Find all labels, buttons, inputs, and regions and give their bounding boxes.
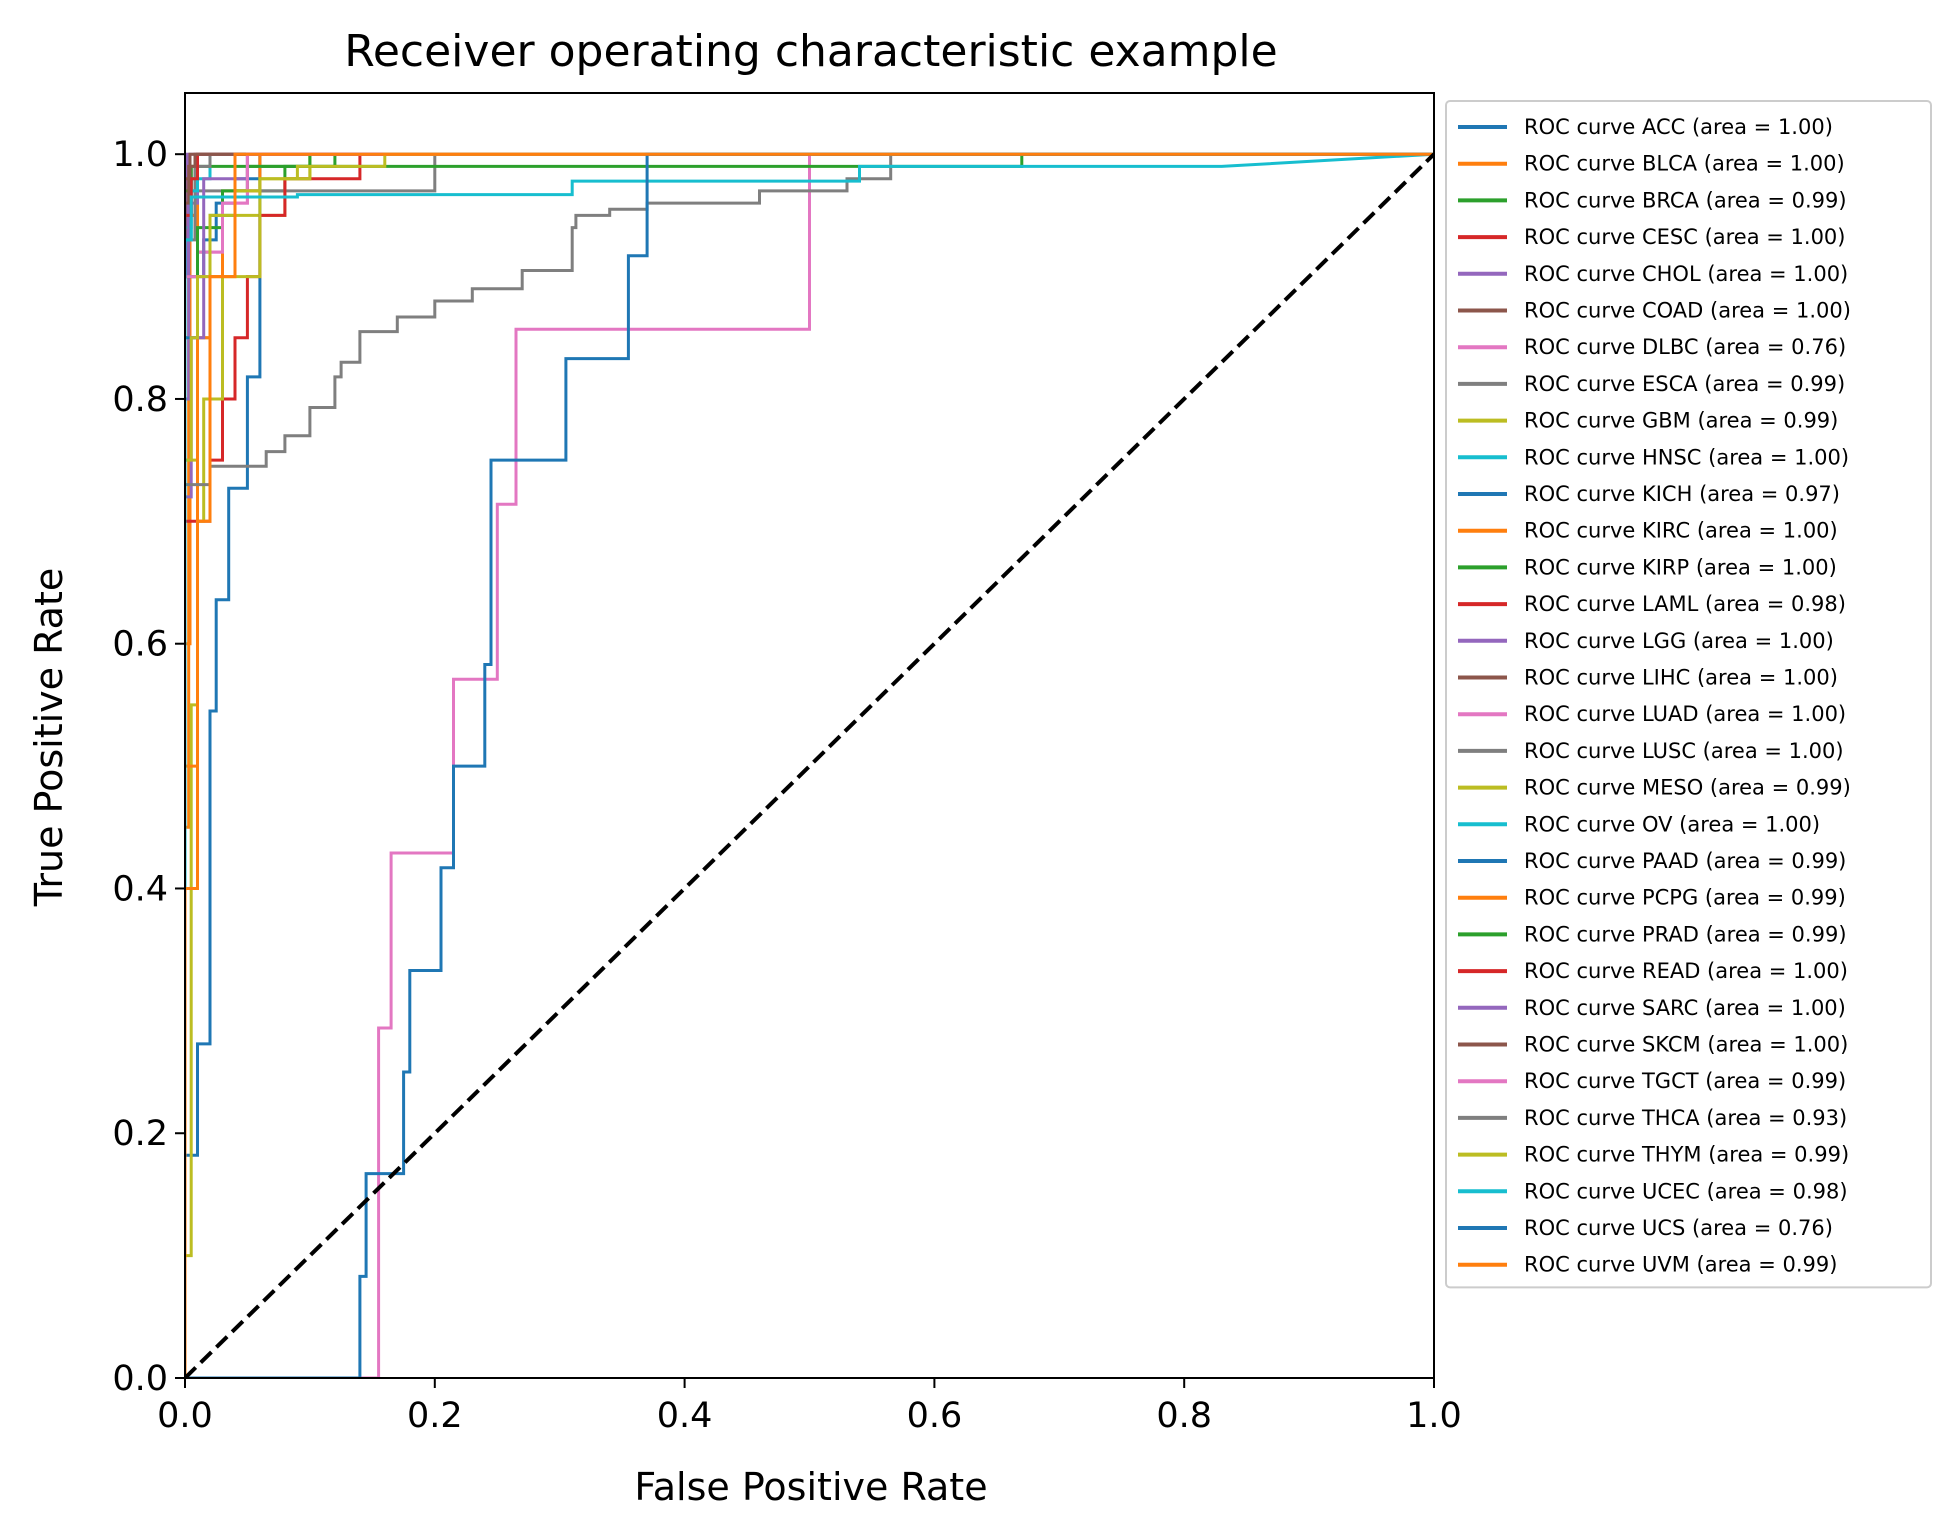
legend-label: ROC curve PAAD (area = 0.99) xyxy=(1524,849,1846,873)
x-tick-label: 0.2 xyxy=(407,1396,463,1436)
legend-label: ROC curve LUSC (area = 1.00) xyxy=(1524,739,1844,763)
legend-label: ROC curve KIRC (area = 1.00) xyxy=(1524,519,1838,543)
roc-series-group xyxy=(185,152,1434,1378)
legend-label: ROC curve BLCA (area = 1.00) xyxy=(1524,152,1845,176)
legend-label: ROC curve ACC (area = 1.00) xyxy=(1524,115,1833,139)
y-axis-label: True Positive Rate xyxy=(27,568,71,908)
legend-label: ROC curve OV (area = 1.00) xyxy=(1524,812,1820,836)
legend-label: ROC curve LGG (area = 1.00) xyxy=(1524,629,1834,653)
plot-frame xyxy=(184,92,1435,1379)
plot-lines xyxy=(185,152,1434,1378)
y-tick-label: 1.0 xyxy=(112,135,168,175)
x-tick-label: 0.4 xyxy=(657,1396,713,1436)
roc-curve-line xyxy=(185,152,1434,1378)
legend-label: ROC curve READ (area = 1.00) xyxy=(1524,959,1848,983)
roc-curve-line xyxy=(185,152,1434,1378)
legend-label: ROC curve CHOL (area = 1.00) xyxy=(1524,262,1848,286)
x-tick-label: 1.0 xyxy=(1406,1396,1462,1436)
roc-curve-line xyxy=(185,152,1434,1378)
legend-label: ROC curve PCPG (area = 0.99) xyxy=(1524,886,1846,910)
roc-curve-line xyxy=(185,152,1434,1378)
legend-label: ROC curve MESO (area = 0.99) xyxy=(1524,776,1851,800)
x-tick-label: 0.8 xyxy=(1156,1396,1212,1436)
legend-label: ROC curve COAD (area = 1.00) xyxy=(1524,299,1851,323)
legend-label: ROC curve LIHC (area = 1.00) xyxy=(1524,666,1838,690)
legend-label: ROC curve UVM (area = 0.99) xyxy=(1524,1253,1837,1277)
legend-label: ROC curve GBM (area = 0.99) xyxy=(1524,409,1838,433)
legend-label: ROC curve THYM (area = 0.99) xyxy=(1524,1143,1849,1167)
legend-label: ROC curve UCEC (area = 0.98) xyxy=(1524,1179,1848,1203)
y-tick-label: 0.8 xyxy=(112,380,168,420)
legend-label: ROC curve SKCM (area = 1.00) xyxy=(1524,1033,1848,1057)
x-tick-label: 0.6 xyxy=(907,1396,963,1436)
legend-label: ROC curve HNSC (area = 1.00) xyxy=(1524,445,1849,469)
legend-label: ROC curve CESC (area = 1.00) xyxy=(1524,225,1846,249)
legend-label: ROC curve KICH (area = 0.97) xyxy=(1524,482,1840,506)
legend-label: ROC curve LUAD (area = 1.00) xyxy=(1524,702,1846,726)
legend-label: ROC curve DLBC (area = 0.76) xyxy=(1524,335,1846,359)
roc-curve-line xyxy=(185,152,1434,1378)
x-tick-label: 0.0 xyxy=(157,1396,213,1436)
axis-ticks: 0.0 0.2 0.4 0.6 0.8 1.0 0.0 0.2 0.4 0.6 0.8 1.0 xyxy=(112,135,1462,1436)
roc-curve-line xyxy=(185,152,1434,1378)
legend-label: ROC curve BRCA (area = 0.99) xyxy=(1524,188,1847,212)
legend-label: ROC curve TGCT (area = 0.99) xyxy=(1524,1069,1846,1093)
legend-label: ROC curve KIRP (area = 1.00) xyxy=(1524,555,1837,579)
legend-label: ROC curve THCA (area = 0.93) xyxy=(1524,1106,1847,1130)
chart-title: Receiver operating characteristic exampl… xyxy=(344,26,1277,77)
x-axis-label: False Positive Rate xyxy=(634,1465,987,1509)
legend-box xyxy=(1445,100,1932,1289)
y-tick-label: 0.4 xyxy=(112,869,168,909)
chance-diagonal-line xyxy=(185,152,1434,1378)
legend: ROC curve ACC (area = 1.00) ROC curve BLC… xyxy=(1445,100,1932,1289)
legend-label: ROC curve UCS (area = 0.76) xyxy=(1524,1216,1833,1240)
y-tick-label: 0.6 xyxy=(112,625,168,665)
roc-curve-line xyxy=(185,152,1434,1378)
legend-label: ROC curve SARC (area = 1.00) xyxy=(1524,996,1846,1020)
y-tick-label: 0.2 xyxy=(112,1114,168,1154)
y-tick-label: 0.0 xyxy=(112,1359,168,1399)
legend-label: ROC curve LAML (area = 0.98) xyxy=(1524,592,1846,616)
legend-label: ROC curve PRAD (area = 0.99) xyxy=(1524,922,1847,946)
roc-curve-line xyxy=(185,152,1434,1378)
legend-label: ROC curve ESCA (area = 0.99) xyxy=(1524,372,1845,396)
